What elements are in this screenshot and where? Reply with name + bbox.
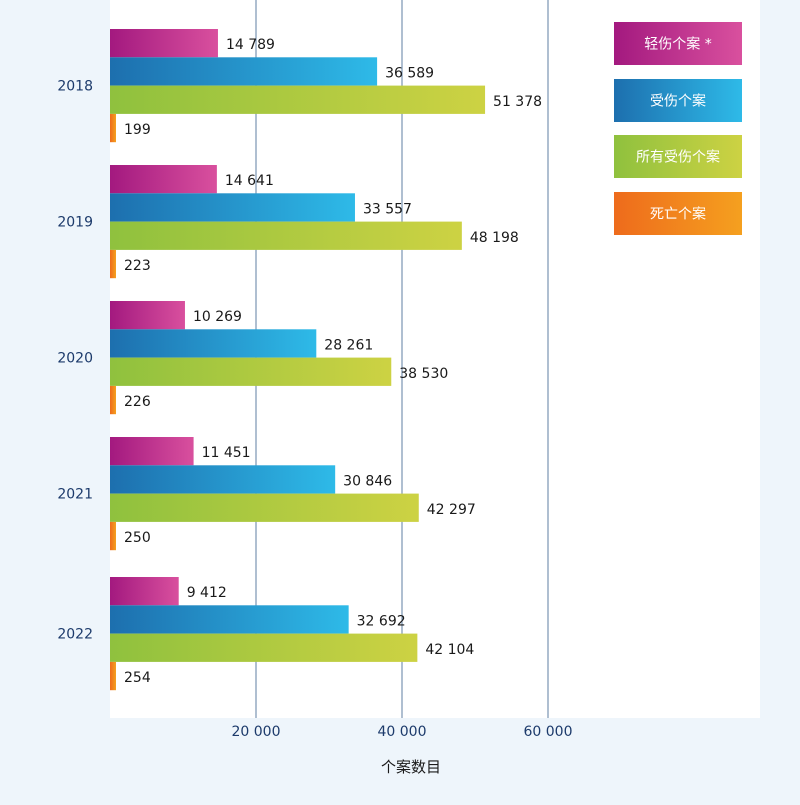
- data-label: 254: [124, 670, 151, 686]
- bar: [110, 113, 116, 143]
- legend-swatch: [614, 79, 742, 122]
- data-label: 9 412: [187, 585, 227, 601]
- data-label: 28 261: [324, 337, 373, 353]
- data-label: 30 846: [343, 473, 392, 489]
- bar: [110, 29, 218, 58]
- data-label: 10 269: [193, 309, 242, 325]
- data-label: 51 378: [493, 94, 542, 110]
- x-tick-labels: 20 000 40 000 60 000: [232, 724, 573, 740]
- category-label: 2019: [57, 215, 93, 231]
- data-label: 42 297: [427, 502, 476, 518]
- bar: [110, 465, 336, 494]
- bar: [110, 577, 179, 606]
- bar: [110, 165, 217, 194]
- x-tick-label: 40 000: [378, 724, 427, 740]
- legend-label: 受伤个案: [650, 93, 706, 110]
- category-label: 2018: [57, 79, 93, 95]
- legend-swatch: [614, 135, 742, 178]
- legend-swatch: [614, 192, 742, 235]
- legend-swatch: [614, 22, 742, 65]
- x-tick-label: 20 000: [232, 724, 281, 740]
- bar: [110, 85, 486, 114]
- data-label: 48 198: [470, 230, 519, 246]
- category-label: 2021: [57, 487, 93, 503]
- bar: [110, 329, 317, 358]
- bars: [110, 29, 486, 691]
- data-labels: 14 789 36 589 51 378 199 14 641 33 557 48 198 2…: [124, 37, 542, 686]
- bar: [110, 385, 116, 415]
- data-label: 33 557: [363, 201, 412, 217]
- data-label: 223: [124, 258, 151, 274]
- bar: [110, 661, 116, 691]
- x-axis-label: 个案数目: [381, 758, 441, 776]
- legend-label: 死亡个案: [650, 206, 706, 223]
- bar: [110, 633, 418, 662]
- data-label: 14 789: [226, 37, 275, 53]
- data-label: 14 641: [225, 173, 274, 189]
- category-label: 2022: [57, 627, 93, 643]
- bar: [110, 57, 378, 86]
- category-labels: 2018 2019 2020 2021 2022: [57, 79, 93, 643]
- bar: [110, 521, 116, 551]
- data-label: 250: [124, 530, 151, 546]
- data-label: 38 530: [399, 366, 448, 382]
- legend-label: 轻伤个案 *: [644, 36, 711, 53]
- data-label: 226: [124, 394, 151, 410]
- bar: [110, 301, 185, 330]
- bar: [110, 221, 462, 250]
- category-label: 2020: [57, 351, 93, 367]
- data-label: 11 451: [202, 445, 251, 461]
- data-label: 32 692: [357, 613, 406, 629]
- bar: [110, 493, 419, 522]
- data-label: 42 104: [425, 642, 474, 658]
- bar: [110, 357, 392, 386]
- bar: [110, 193, 355, 222]
- bar: [110, 249, 116, 279]
- legend-label: 所有受伤个案: [636, 149, 720, 166]
- data-label: 199: [124, 122, 151, 138]
- x-tick-label: 60 000: [524, 724, 573, 740]
- bar: [110, 605, 349, 634]
- data-label: 36 589: [385, 65, 434, 81]
- bar: [110, 437, 194, 466]
